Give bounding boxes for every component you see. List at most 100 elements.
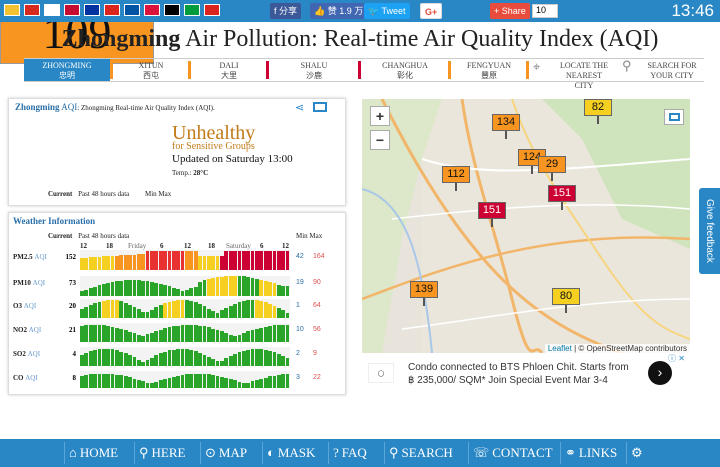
bottom-nav: ⌂ HOME ⚲ HERE ⊙ MAP ◐ MASK ? FAQ ⚲ SEARCH ☏ CON…	[0, 439, 720, 467]
locate-nearest-city-button[interactable]: ⌖ Locate the nearest city	[530, 59, 616, 90]
nav-here[interactable]: ⚲ HERE	[134, 442, 185, 464]
pollutant-history-bar	[233, 336, 237, 342]
ad-info-icon[interactable]: ⓘ ✕	[668, 354, 685, 363]
tweet-button[interactable]: 🐦 Tweet	[364, 3, 410, 19]
windows-icon[interactable]	[313, 102, 327, 112]
aqi-map-marker[interactable]: 134	[492, 114, 520, 131]
aqi-map-marker[interactable]: 139	[410, 281, 438, 298]
aqi-panel-header-rest: : Zhongming Real-time Air Quality Index …	[77, 104, 215, 112]
nav-links[interactable]: ⚭ LINKS	[560, 442, 617, 464]
language-flag-icon[interactable]	[144, 4, 160, 16]
pollutant-max: 164	[313, 253, 325, 260]
pollutant-history-bar	[106, 283, 111, 296]
pollutant-history-bar	[123, 353, 128, 366]
nav-faq[interactable]: ? FAQ	[328, 442, 367, 464]
language-flag-icon[interactable]	[184, 4, 200, 16]
language-flag-icon[interactable]	[64, 4, 80, 16]
facebook-like-button[interactable]: 👍 赞 1.9 万	[310, 3, 368, 19]
weather-header-minmax: Min Max	[296, 232, 323, 240]
ad-next-button[interactable]: ›	[648, 361, 672, 385]
pollutant-history-chart[interactable]	[80, 371, 290, 388]
share-count: 10	[532, 4, 558, 18]
pollutant-history-bar	[80, 291, 84, 296]
tab-label: Shalu	[300, 61, 328, 70]
pollutant-history-chart[interactable]	[80, 347, 290, 366]
pollutant-history-bar	[141, 254, 146, 270]
tab-zhongming[interactable]: Zhongming 忠明	[24, 59, 110, 81]
pollutant-history-bar	[206, 374, 211, 388]
pollutant-history-bar	[202, 355, 207, 366]
nav-settings[interactable]: ⚙	[626, 442, 646, 464]
pollutant-history-bar	[224, 333, 229, 342]
pollutant-unit: AQI	[27, 350, 41, 358]
pollutant-history-bar	[88, 325, 93, 342]
pollutant-history-bar	[246, 383, 251, 388]
share-button[interactable]: + Share	[490, 3, 530, 19]
aqi-map-marker[interactable]: 80	[552, 288, 580, 305]
nav-mask[interactable]: ◐ MASK	[262, 442, 315, 464]
language-flag-icon[interactable]	[124, 4, 140, 16]
pollutant-history-chart[interactable]	[80, 250, 290, 270]
locate-label: Locate the nearest city	[559, 61, 609, 90]
pollutant-history-bar	[88, 351, 93, 366]
temperature-value: 28°C	[193, 169, 209, 177]
layers-icon[interactable]	[664, 109, 684, 125]
pollutant-history-bar	[115, 350, 119, 366]
tab-changhua[interactable]: Changhua 彰化	[362, 59, 448, 81]
pollutant-max: 22	[313, 374, 321, 381]
gplus-button[interactable]: G+	[420, 3, 443, 19]
share-icon[interactable]: ⋖	[295, 102, 305, 114]
nav-home[interactable]: ⌂ HOME	[64, 442, 118, 464]
pollutant-history-bar	[180, 251, 185, 270]
aqi-map-marker[interactable]: 151	[548, 185, 576, 202]
home-icon: ⌂	[69, 445, 77, 460]
pollutant-history-bar	[224, 251, 229, 270]
language-flag-icon[interactable]	[4, 4, 20, 16]
pollutant-history-chart[interactable]	[80, 323, 290, 342]
language-flag-icon[interactable]	[104, 4, 120, 16]
pollutant-history-bar	[285, 374, 290, 388]
zoom-in-button[interactable]: +	[370, 106, 390, 126]
pollutant-history-bar	[171, 251, 176, 270]
tab-xitun[interactable]: Xitun 西屯	[114, 59, 188, 81]
tab-shalu[interactable]: Shalu 沙鹿	[270, 59, 358, 81]
pollutant-history-bar	[250, 278, 255, 296]
pollutant-history-bar	[171, 326, 176, 342]
language-flag-icon[interactable]	[164, 4, 180, 16]
tab-fengyuan[interactable]: Fengyuan 豐原	[452, 59, 526, 81]
facebook-share-button[interactable]: f 分享	[270, 3, 302, 19]
nav-contact[interactable]: ☏ CONTACT	[468, 442, 553, 464]
legend-minmax: Min Max	[145, 190, 172, 198]
ad-logo: ◯	[368, 363, 394, 383]
map[interactable]: 82 134 124 29 112 151 151 139 80 Leaflet | © Ope…	[362, 99, 690, 353]
pollutant-history-bar	[215, 361, 220, 366]
pollutant-history-bar	[132, 255, 137, 270]
pollutant-history-chart[interactable]	[80, 299, 290, 318]
leaflet-link[interactable]: Leaflet	[547, 344, 572, 353]
nav-search[interactable]: ⚲ SEARCH	[384, 442, 453, 464]
map-background	[362, 99, 690, 353]
ad-banner[interactable]: ◯ Condo connected to BTS Phloen Chit. St…	[362, 353, 690, 395]
give-feedback-button[interactable]: Give feedback	[699, 188, 720, 274]
nav-here-label: HERE	[151, 445, 186, 460]
nav-map[interactable]: ⊙ MAP	[200, 442, 247, 464]
pollutant-history-bar	[189, 288, 194, 296]
search-city-button[interactable]: ⚲ Search for your city	[618, 59, 704, 81]
language-flag-icon[interactable]	[24, 4, 40, 16]
location-pin-icon: ⚲	[139, 445, 149, 460]
language-flag-icon[interactable]	[204, 4, 220, 16]
aqi-map-marker[interactable]: 29	[538, 156, 566, 173]
pollutant-history-bar	[150, 333, 154, 342]
pollutant-history-bar	[224, 358, 229, 366]
pollutant-history-bar	[132, 307, 137, 318]
tab-label: Dali	[219, 61, 239, 70]
pollutant-history-bar	[167, 286, 172, 296]
aqi-map-marker[interactable]: 82	[584, 99, 612, 116]
language-flag-icon[interactable]	[84, 4, 100, 16]
aqi-map-marker[interactable]: 151	[478, 202, 506, 219]
aqi-map-marker[interactable]: 112	[442, 166, 470, 183]
language-flag-icon[interactable]	[44, 4, 60, 16]
pollutant-history-chart[interactable]	[80, 276, 290, 296]
tab-dali[interactable]: Dali 大里	[192, 59, 266, 81]
zoom-out-button[interactable]: −	[370, 130, 390, 150]
